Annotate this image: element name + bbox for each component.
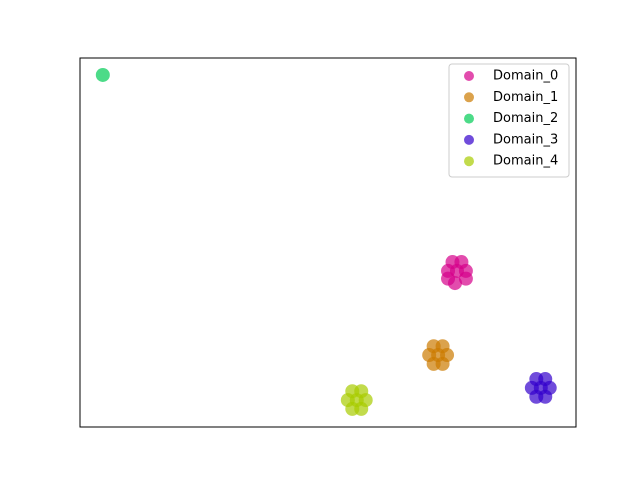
- legend-marker: [464, 92, 474, 103]
- scatter-point: [345, 401, 360, 416]
- legend-marker: [464, 113, 474, 124]
- scatter-point: [458, 271, 473, 286]
- scatter-point: [529, 389, 544, 404]
- scatter-point: [345, 384, 360, 399]
- scatter-point: [426, 339, 441, 354]
- legend-label: Domain_2: [493, 111, 558, 126]
- plot-frame: [79, 57, 577, 428]
- legend-box: [448, 63, 570, 178]
- scatter-point: [445, 255, 460, 270]
- scatter-point: [529, 372, 544, 387]
- legend-label: Domain_1: [493, 90, 558, 105]
- legend-marker: [464, 156, 474, 167]
- scatter-point: [426, 356, 441, 371]
- legend-label: Domain_4: [493, 154, 558, 169]
- legend-marker: [464, 134, 474, 145]
- scatter-point: [447, 276, 462, 291]
- legend-marker: [464, 71, 474, 81]
- scatter-point: [95, 67, 110, 82]
- legend-label: Domain_3: [493, 132, 558, 147]
- legend-label: Domain_0: [493, 69, 558, 84]
